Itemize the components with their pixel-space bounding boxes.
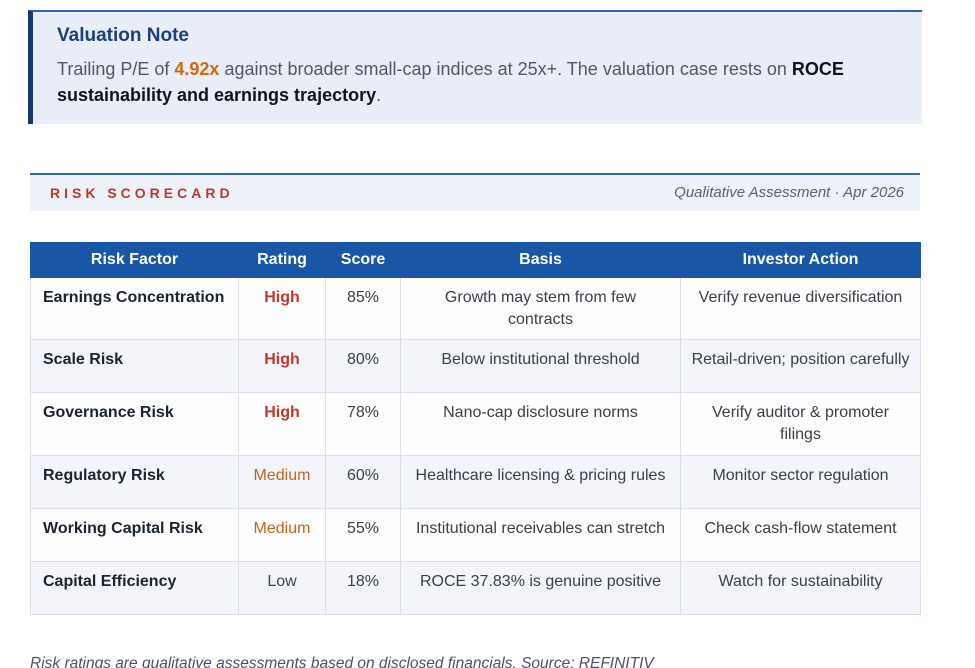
risk-factor-cell: Governance Risk xyxy=(30,392,239,456)
rating-cell: Medium xyxy=(238,454,326,509)
basis-cell: Growth may stem from few contracts xyxy=(400,277,681,341)
risk-factor-cell: Earnings Concentration xyxy=(30,277,239,341)
pe-ratio-value: 4.92x xyxy=(174,59,220,79)
investor-action-cell: Retail-driven; position carefully xyxy=(680,339,921,394)
table-header: Risk Factor Rating Score Basis Investor Acti… xyxy=(30,242,921,279)
risk-scorecard-table: Risk Factor Rating Score Basis Investor Acti… xyxy=(30,242,921,615)
investor-action-cell: Verify revenue diversification xyxy=(680,277,921,341)
table-row: Scale Risk High 80% Below institutional thr… xyxy=(30,339,921,394)
column-header: Basis xyxy=(400,242,681,279)
basis-cell: ROCE 37.83% is genuine positive xyxy=(400,560,681,615)
note-text-middle: against broader small-cap indices at 25x… xyxy=(219,59,792,79)
rating-cell: High xyxy=(238,339,326,394)
column-header: Score xyxy=(325,242,401,279)
rating-cell: Medium xyxy=(238,507,326,562)
source-footnote: Risk ratings are qualitative assessments… xyxy=(30,654,654,668)
basis-cell: Healthcare licensing & pricing rules xyxy=(400,454,681,509)
table-row: Capital Efficiency Low 18% ROCE 37.83% is g… xyxy=(30,560,921,615)
column-header: Investor Action xyxy=(680,242,921,279)
valuation-note-body: Trailing P/E of 4.92x against broader sm… xyxy=(57,56,898,108)
valuation-note-title: Valuation Note xyxy=(57,25,189,46)
score-cell: 18% xyxy=(325,560,401,615)
score-cell: 80% xyxy=(325,339,401,394)
table-row: Earnings Concentration High 85% Growth may … xyxy=(30,277,921,341)
investor-action-cell: Verify auditor & promoter filings xyxy=(680,392,921,456)
table-row: Regulatory Risk Medium 60% Healthcare licen… xyxy=(30,454,921,509)
risk-factor-cell: Working Capital Risk xyxy=(30,507,239,562)
score-cell: 55% xyxy=(325,507,401,562)
section-subtitle: Qualitative Assessment · Apr 2026 xyxy=(674,184,904,202)
investor-action-cell: Monitor sector regulation xyxy=(680,454,921,509)
risk-scorecard-header: RISK SCORECARD Qualitative Assessment · … xyxy=(30,173,920,212)
score-cell: 60% xyxy=(325,454,401,509)
table-row: Working Capital Risk Medium 55% Institution… xyxy=(30,507,921,562)
investor-action-cell: Check cash-flow statement xyxy=(680,507,921,562)
section-title: RISK SCORECARD xyxy=(50,184,234,201)
risk-factor-cell: Capital Efficiency xyxy=(30,560,239,615)
table-header-row: Risk Factor Rating Score Basis Investor Acti… xyxy=(30,242,921,279)
table-row: Governance Risk High 78% Nano-cap disclosur… xyxy=(30,392,921,456)
risk-factor-cell: Scale Risk xyxy=(30,339,239,394)
rating-cell: High xyxy=(238,392,326,456)
rating-cell: Low xyxy=(238,560,326,615)
rating-cell: High xyxy=(238,277,326,341)
risk-factor-cell: Regulatory Risk xyxy=(30,454,239,509)
valuation-note-callout: Valuation Note Trailing P/E of 4.92x aga… xyxy=(28,10,922,125)
note-text-prefix: Trailing P/E of xyxy=(57,59,175,79)
basis-cell: Nano-cap disclosure norms xyxy=(400,392,681,456)
score-cell: 85% xyxy=(325,277,401,341)
basis-cell: Below institutional threshold xyxy=(400,339,681,394)
note-text-emphasis: ROCE sustainability and earnings traject… xyxy=(57,59,844,106)
score-cell: 78% xyxy=(325,392,401,456)
note-text-suffix: . xyxy=(376,85,382,106)
basis-cell: Institutional receivables can stretch xyxy=(400,507,681,562)
investor-action-cell: Watch for sustainability xyxy=(680,560,921,615)
table-body: Earnings Concentration High 85% Growth may … xyxy=(30,277,921,615)
column-header: Rating xyxy=(238,242,326,279)
column-header: Risk Factor xyxy=(30,242,239,279)
